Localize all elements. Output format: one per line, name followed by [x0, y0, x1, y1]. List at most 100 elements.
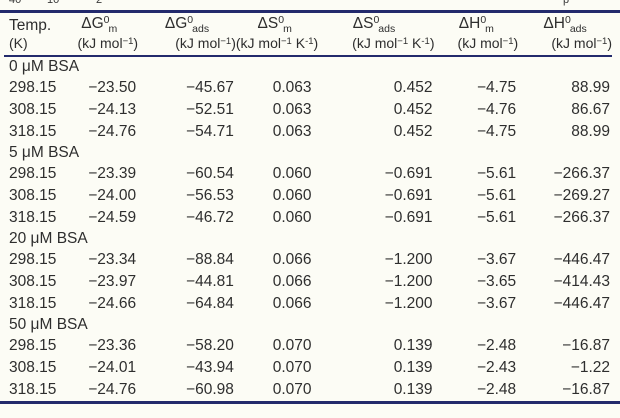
cell-dH_ads: −414.43 — [553, 273, 610, 290]
cell-dS_ads: 0.452 — [393, 79, 433, 96]
cell-temp: 318.15 — [9, 123, 57, 140]
section-label: 5 μM BSA — [9, 144, 80, 161]
section-label: 50 μM BSA — [9, 316, 88, 333]
col-header-dG_ads: ΔG0ads — [164, 14, 210, 35]
section-label: 0 μM BSA — [9, 58, 80, 75]
subscript: m — [108, 23, 118, 35]
cell-temp: 298.15 — [9, 337, 57, 354]
table-row: 308.15 −24.01 −43.94 0.070 0.139 −2.43 −1.22 — [4, 357, 612, 379]
caption-fragment: p — [563, 0, 570, 6]
cell-dS_m: 0.066 — [272, 273, 312, 290]
superscript: 0 — [480, 14, 487, 26]
cell-dG_ads: −46.72 — [186, 209, 234, 226]
cell-dH_ads: −266.37 — [553, 209, 610, 226]
cell-dS_ads: 0.139 — [393, 381, 433, 398]
table-row: 298.15 −23.39 −60.54 0.060 −0.691 −5.61 −266.3… — [4, 163, 612, 185]
cell-temp: 308.15 — [9, 273, 57, 290]
cell-dH_m: −3.65 — [476, 273, 517, 290]
col-unit-dH_ads: (kJ mol−1) — [518, 35, 612, 57]
cell-dH_ads: −446.47 — [553, 251, 610, 268]
cell-dG_ads: −60.54 — [186, 165, 234, 182]
caption-fragment: 40 — [9, 0, 22, 6]
superscript: −1 — [502, 36, 514, 47]
cell-dG_m: −24.59 — [88, 209, 137, 226]
section-row: 0 μM BSA — [4, 56, 612, 77]
superscript: 0 — [373, 14, 380, 26]
cell-dH_m: −5.61 — [476, 187, 517, 204]
table-row: 298.15 −23.50 −45.67 0.063 0.452 −4.75 88.99 — [4, 77, 612, 99]
cell-dS_m: 0.063 — [272, 101, 312, 118]
cell-dH_m: −5.61 — [476, 209, 517, 226]
cell-dS_m: 0.060 — [272, 209, 312, 226]
subscript: ads — [378, 23, 396, 35]
section-label: 20 μM BSA — [9, 230, 88, 247]
cell-dH_m: −4.75 — [476, 123, 517, 140]
cell-dG_m: −24.13 — [88, 101, 137, 118]
cell-dS_ads: −1.200 — [384, 273, 433, 290]
col-unit-dS_m: (kJ mol−1 K-1) — [235, 35, 318, 57]
caption-fragment: 10 — [47, 0, 60, 6]
table-top-rule — [0, 10, 620, 13]
cell-dH_m: −4.76 — [476, 101, 517, 118]
cell-dG_m: −24.66 — [88, 295, 137, 312]
cell-dG_m: −24.00 — [88, 187, 137, 204]
table-row: 318.15 −24.76 −54.71 0.063 0.452 −4.75 88.99 — [4, 121, 612, 143]
section-row: 50 μM BSA — [4, 315, 612, 335]
cell-dH_ads: 88.99 — [571, 79, 610, 96]
superscript: −1 — [397, 36, 409, 47]
cell-dG_m: −23.39 — [88, 165, 137, 182]
cell-dG_m: −23.97 — [88, 273, 137, 290]
table-row: 318.15 −24.76 −60.98 0.070 0.139 −2.48 −16.87 — [4, 379, 612, 401]
superscript: −1 — [596, 36, 608, 47]
cell-dG_ads: −60.98 — [186, 381, 234, 398]
cell-temp: 298.15 — [9, 165, 57, 182]
table-row: 308.15 −23.97 −44.81 0.066 −1.200 −3.65 −414.4… — [4, 271, 612, 293]
superscript: −1 — [122, 36, 134, 47]
cell-temp: 298.15 — [9, 251, 57, 268]
cell-dS_ads: 0.139 — [393, 337, 433, 354]
table-row: 308.15 −24.13 −52.51 0.063 0.452 −4.76 86.67 — [4, 99, 612, 121]
cell-dG_m: −23.34 — [88, 251, 137, 268]
table-row: 318.15 −24.59 −46.72 0.060 −0.691 −5.61 −266.3… — [4, 207, 612, 229]
col-header-dG_m: ΔG0m — [81, 14, 118, 35]
section-row: 5 μM BSA — [4, 143, 612, 163]
cell-dH_ads: −446.47 — [553, 295, 610, 312]
cell-dG_ads: −88.84 — [186, 251, 234, 268]
cell-dG_m: −23.50 — [88, 79, 137, 96]
cell-dS_ads: −0.691 — [384, 187, 433, 204]
cell-dG_ads: −43.94 — [186, 359, 234, 376]
col-unit-dG_m: (kJ mol−1) — [60, 35, 139, 57]
cell-dS_ads: −1.200 — [384, 251, 433, 268]
cell-temp: 308.15 — [9, 359, 57, 376]
table-bottom-rule — [0, 401, 620, 404]
cell-temp: 308.15 — [9, 187, 57, 204]
cell-dS_m: 0.063 — [272, 79, 312, 96]
cell-dH_m: −2.48 — [476, 381, 517, 398]
superscript: 0 — [278, 14, 285, 26]
subscript: m — [485, 23, 494, 35]
cell-dG_ads: −64.84 — [186, 295, 234, 312]
cell-temp: 318.15 — [9, 209, 57, 226]
header-symbol-row: Temp. ΔG0m ΔG0ads ΔS0m ΔS0ads ΔH0m ΔH0ads — [4, 13, 612, 35]
col-header-dS_m: ΔS0m — [257, 14, 292, 35]
col-unit-temp: (K) — [4, 35, 61, 57]
cell-dG_ads: −54.71 — [186, 123, 234, 140]
col-unit-dS_ads: (kJ mol−1 K-1) — [313, 35, 435, 57]
cell-dS_ads: −0.691 — [384, 209, 433, 226]
table-row: 298.15 −23.34 −88.84 0.066 −1.200 −3.67 −446.4… — [4, 249, 612, 271]
table-body: 0 μM BSA 298.15 −23.50 −45.67 0.063 0.452 −4.7… — [4, 56, 612, 401]
col-header-dS_ads: ΔS0ads — [352, 14, 396, 35]
cell-dH_ads: −269.27 — [553, 187, 610, 204]
cell-dS_ads: 0.139 — [393, 359, 433, 376]
caption-fragment: 2 — [96, 0, 103, 6]
table-row: 308.15 −24.00 −56.53 0.060 −0.691 −5.61 −269.2… — [4, 185, 612, 207]
cell-dS_m: 0.070 — [272, 337, 312, 354]
cell-dG_m: −24.76 — [88, 123, 137, 140]
cell-dH_ads: 86.67 — [571, 101, 610, 118]
col-unit-dH_m: (kJ mol−1) — [434, 35, 519, 57]
cell-dS_m: 0.066 — [272, 295, 312, 312]
subscript: ads — [569, 23, 587, 35]
cell-dS_ads: −1.200 — [384, 295, 433, 312]
cell-dG_ads: −56.53 — [186, 187, 234, 204]
